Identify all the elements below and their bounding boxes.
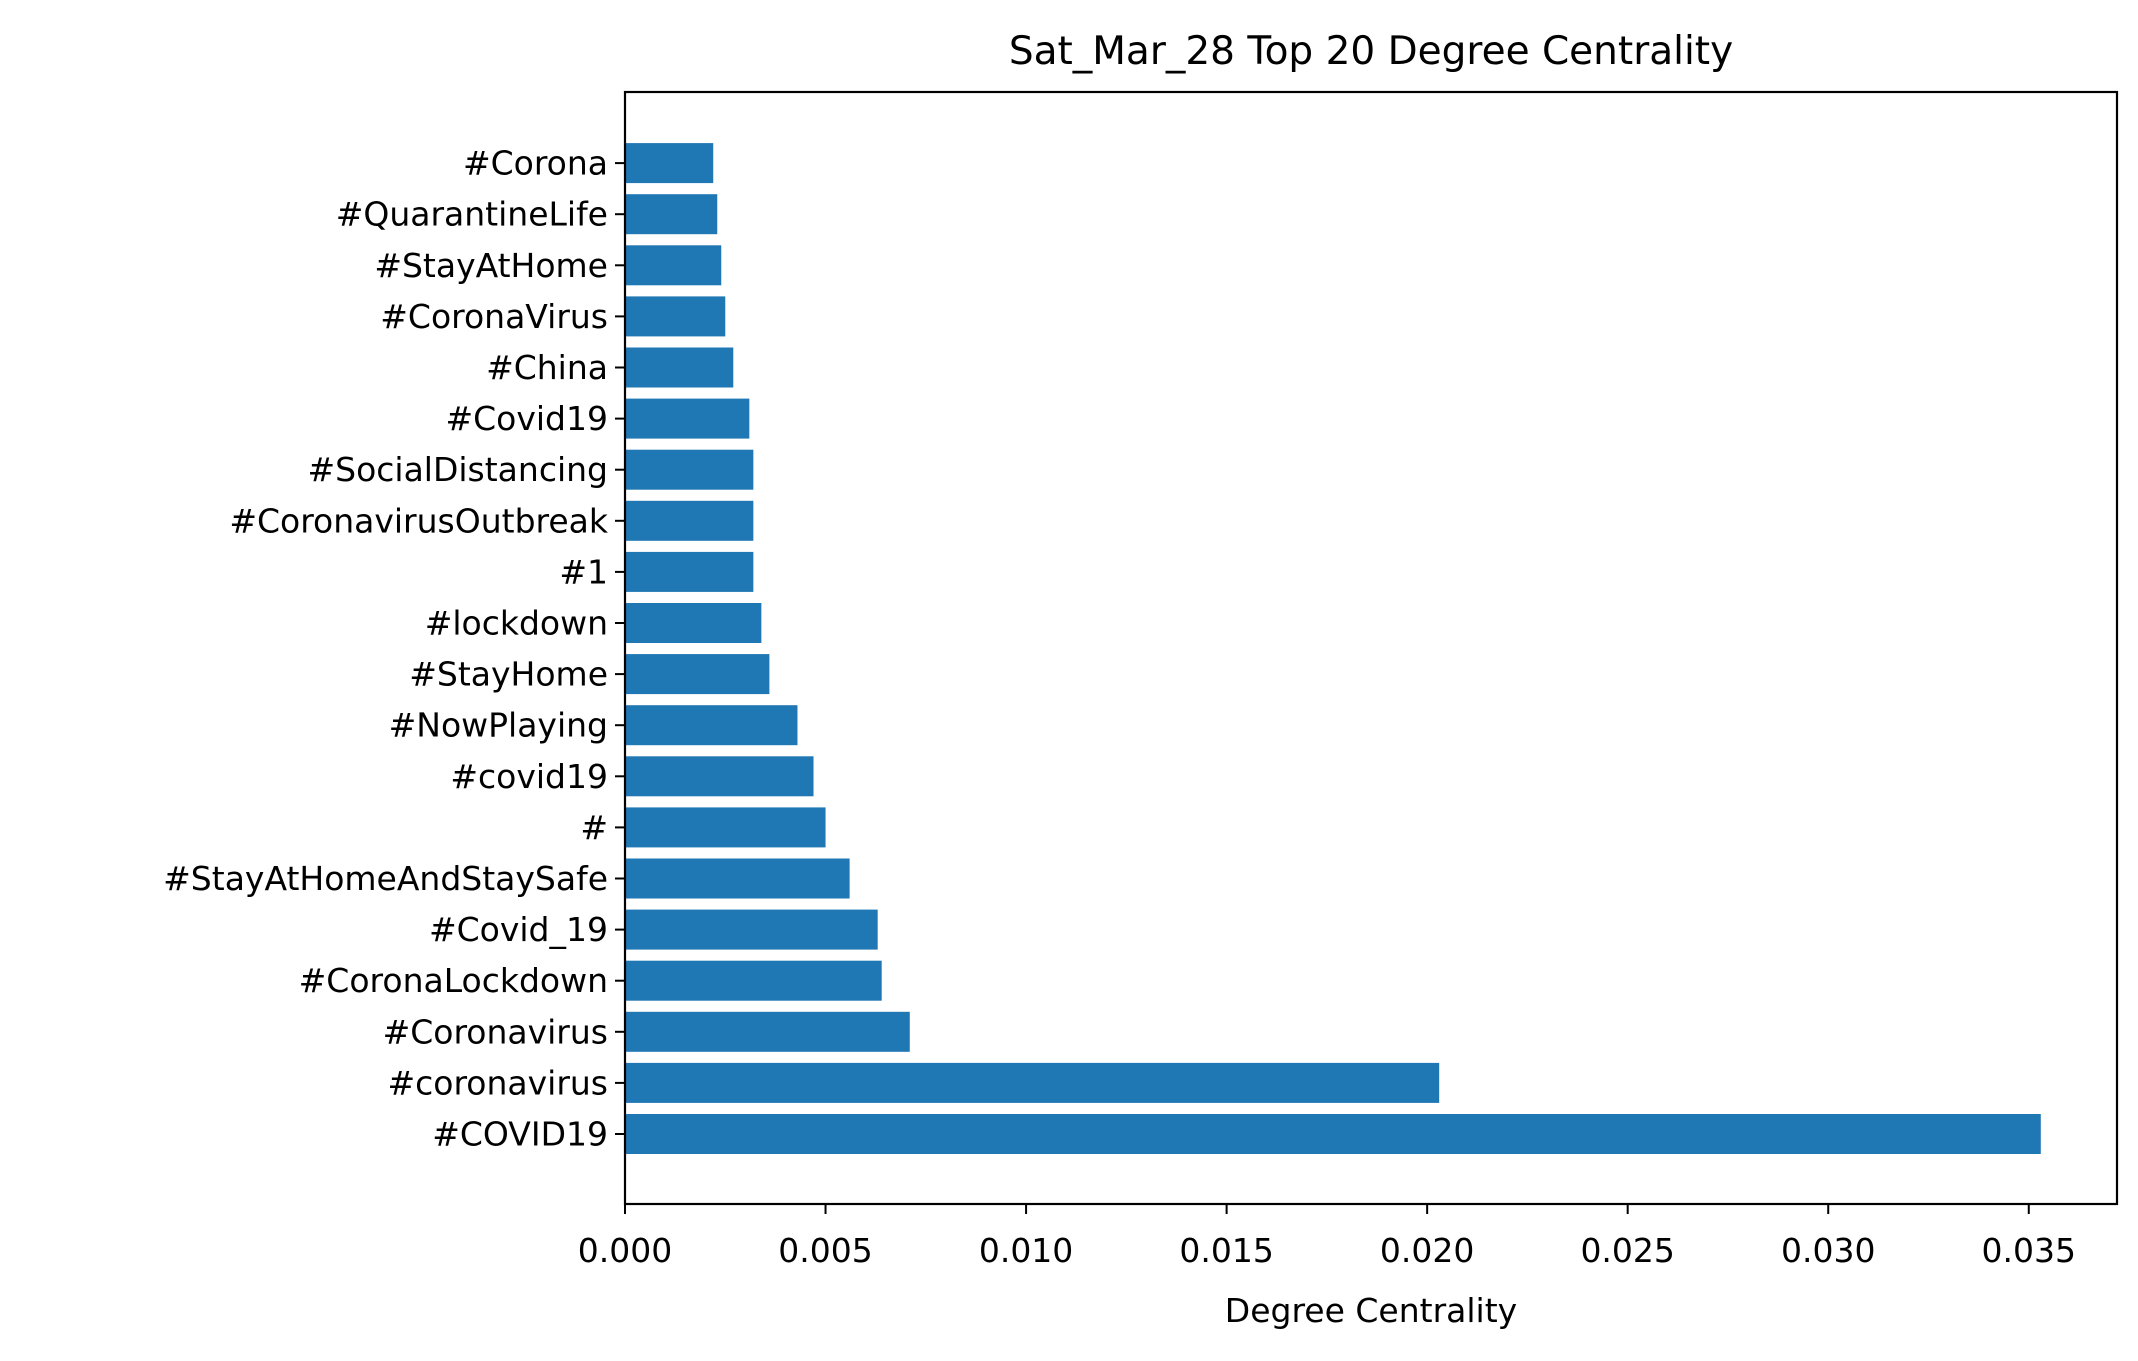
y-tick-label: #QuarantineLife [336, 195, 608, 234]
bar [625, 398, 750, 439]
bar [625, 756, 814, 797]
x-axis-label: Degree Centrality [1225, 1291, 1517, 1330]
x-tick-label: 0.000 [578, 1231, 672, 1270]
bar [625, 1011, 910, 1052]
bar [625, 347, 734, 388]
y-tick-label: #lockdown [425, 604, 608, 643]
bar [625, 296, 726, 337]
bar [625, 858, 850, 899]
bar [625, 500, 754, 541]
y-tick-label: #CoronaVirus [380, 297, 608, 336]
y-tick-label: #coronavirus [387, 1063, 608, 1102]
y-tick-label: #StayAtHome [374, 246, 608, 285]
y-tick-label: #SocialDistancing [307, 450, 608, 489]
x-tick-label: 0.025 [1580, 1231, 1674, 1270]
y-tick-label: #Corona [463, 144, 608, 183]
y-tick-label: #Coronavirus [383, 1012, 608, 1051]
x-ticks-group: 0.000 0.005 0.010 0.015 0.020 0.025 0.030 0.035 [578, 1204, 2076, 1270]
bar [625, 1114, 2041, 1154]
y-tick-label: #NowPlaying [389, 706, 608, 745]
bar [625, 807, 826, 848]
x-tick-label: 0.035 [1982, 1231, 2076, 1270]
bar [625, 194, 718, 235]
y-tick-label: #COVID19 [432, 1115, 608, 1154]
y-tick-label: #StayAtHomeAndStaySafe [163, 859, 608, 898]
y-tick-label: # [580, 808, 608, 847]
bar [625, 654, 770, 695]
y-tick-label: #Covid19 [445, 399, 608, 438]
y-tick-label: #StayHome [409, 655, 608, 694]
bar [625, 143, 714, 184]
plot-frame [623, 90, 2119, 1206]
y-tick-label: #1 [559, 552, 608, 591]
y-tick-label: #Covid_19 [429, 910, 608, 949]
bar [625, 245, 722, 286]
x-tick-label: 0.015 [1179, 1231, 1273, 1270]
x-tick-label: 0.005 [778, 1231, 872, 1270]
x-tick-label: 0.010 [979, 1231, 1073, 1270]
bar [625, 1062, 1440, 1103]
x-tick-label: 0.020 [1380, 1231, 1474, 1270]
bars-group [625, 143, 2041, 1154]
y-tick-labels-group: #COVID19 #coronavirus #Coronavirus #CoronaL… [163, 144, 625, 1154]
bar [625, 909, 878, 950]
y-tick-label: #China [486, 348, 608, 387]
y-tick-label: #covid19 [450, 757, 608, 796]
x-tick-label: 0.030 [1781, 1231, 1875, 1270]
bar [625, 603, 762, 643]
bar [625, 705, 798, 746]
y-tick-label: #CoronavirusOutbreak [229, 501, 609, 540]
y-tick-label: #CoronaLockdown [299, 961, 608, 1000]
bar [625, 449, 754, 490]
bar [625, 960, 882, 1001]
bar [625, 551, 754, 592]
chart-title: Sat_Mar_28 Top 20 Degree Centrality [1009, 29, 1733, 74]
